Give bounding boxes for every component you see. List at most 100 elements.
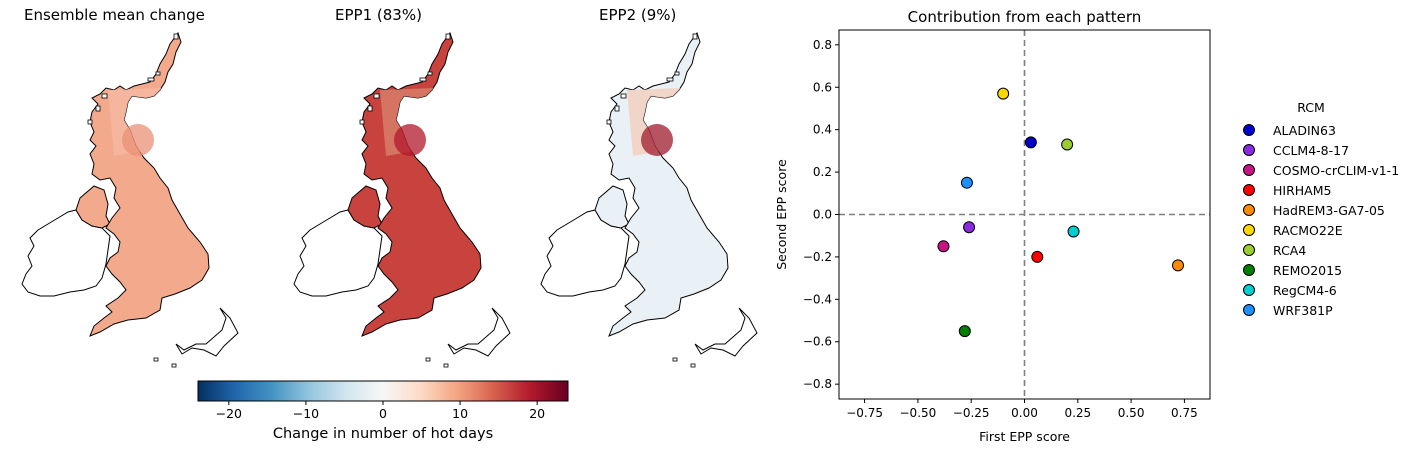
island-1-1 xyxy=(367,105,373,112)
legend-label: ALADIN63 xyxy=(1273,122,1336,138)
island-1-0 xyxy=(373,93,380,99)
legend-marker xyxy=(1243,284,1255,296)
point-aladin63 xyxy=(1024,136,1037,149)
legend-label: HIRHAM5 xyxy=(1273,182,1332,198)
y-tick-label: 0.6 xyxy=(813,80,832,94)
island-2-1 xyxy=(614,105,620,112)
legend-title: RCM xyxy=(1297,100,1325,115)
map-title-epp2: EPP2 (9%) xyxy=(599,6,677,24)
colorbar-tick-label: −20 xyxy=(216,406,242,421)
legend-marker xyxy=(1243,204,1255,216)
island-2-4 xyxy=(674,71,680,76)
x-tick-label: −0.25 xyxy=(953,406,990,420)
island-2-5 xyxy=(692,33,698,40)
island-0-7 xyxy=(171,363,177,368)
island-0-4 xyxy=(155,71,161,76)
point-hirham5 xyxy=(1031,250,1044,263)
point-regcm4-6 xyxy=(1067,225,1080,238)
legend-marker xyxy=(1243,304,1255,316)
legend-item: WRF381P xyxy=(1236,300,1399,320)
legend-label: RCA4 xyxy=(1273,242,1307,258)
legend-label: HadREM3-GA7-05 xyxy=(1273,202,1385,218)
island-2-6 xyxy=(672,357,678,362)
colorbar: −20 −10 0 10 20 xyxy=(197,380,569,421)
island-1-7 xyxy=(443,363,449,368)
legend-item: REMO2015 xyxy=(1236,260,1399,280)
highlands-hotspot-2 xyxy=(641,124,673,156)
legend-marker xyxy=(1243,264,1255,276)
france-coastline-2 xyxy=(694,307,758,357)
legend-item: RegCM4-6 xyxy=(1236,280,1399,300)
island-0-1 xyxy=(95,105,101,112)
ireland-coastline-1 xyxy=(293,209,383,297)
highlands-hotspot-0 xyxy=(122,124,154,156)
ireland-coastline-0 xyxy=(21,209,111,297)
highlands-hotspot-1 xyxy=(394,124,426,156)
point-cclm4-8-17 xyxy=(963,221,976,234)
island-2-0 xyxy=(620,93,627,99)
colorbar-gradient xyxy=(197,380,569,402)
y-tick-label: −0.6 xyxy=(803,335,832,349)
legend-marker xyxy=(1243,244,1255,256)
y-tick-label: 0.0 xyxy=(813,208,832,222)
y-axis-label: Second EPP score xyxy=(774,159,789,270)
map-epp2 xyxy=(540,31,758,368)
legend-label: REMO2015 xyxy=(1273,262,1343,278)
colorbar-tick-label: 10 xyxy=(452,406,468,421)
island-1-6 xyxy=(425,357,431,362)
map-epp1 xyxy=(293,31,511,368)
x-tick-label: −0.50 xyxy=(900,406,937,420)
northern-ireland-heat-field-2 xyxy=(594,185,630,229)
island-0-0 xyxy=(101,93,108,99)
legend-label: RACMO22E xyxy=(1273,222,1343,238)
colorbar-tick-label: 20 xyxy=(529,406,545,421)
y-tick-label: 0.4 xyxy=(813,123,832,137)
island-1-5 xyxy=(445,33,451,40)
legend-marker xyxy=(1243,124,1255,136)
legend-item: ALADIN63 xyxy=(1236,120,1399,140)
northern-ireland-heat-field-0 xyxy=(75,185,111,229)
scatter-chart: Contribution from each pattern −0.75 −0.50… xyxy=(774,8,1211,444)
legend-item: COSMO-crCLIM-v1-1 xyxy=(1236,160,1399,180)
legend-items: ALADIN63 CCLM4-8-17 COSMO-crCLIM-v1-1 HIRHA… xyxy=(1236,120,1399,320)
y-tick-label: −0.4 xyxy=(803,292,832,306)
island-0-6 xyxy=(153,357,159,362)
map-title-epp1: EPP1 (83%) xyxy=(335,6,422,24)
ireland-coastline-2 xyxy=(540,209,630,297)
island-0-5 xyxy=(173,33,179,40)
legend-label: COSMO-crCLIM-v1-1 xyxy=(1273,162,1400,178)
legend-item: RCA4 xyxy=(1236,240,1399,260)
legend-marker xyxy=(1243,144,1255,156)
legend-marker xyxy=(1243,224,1255,236)
map-ensemble-mean xyxy=(21,31,239,368)
legend: RCM ALADIN63 CCLM4-8-17 COSMO-crCLIM-v1-1 H… xyxy=(1236,100,1399,320)
x-axis-label: First EPP score xyxy=(979,429,1070,444)
legend-marker xyxy=(1243,184,1255,196)
island-2-3 xyxy=(666,77,674,82)
map-title-ensemble-mean: Ensemble mean change xyxy=(24,6,205,24)
x-tick-label: 0.50 xyxy=(1118,406,1145,420)
island-1-3 xyxy=(419,77,427,82)
legend-item: HIRHAM5 xyxy=(1236,180,1399,200)
island-2-2 xyxy=(606,119,612,125)
point-rca4 xyxy=(1061,138,1074,151)
northern-ireland-heat-field-1 xyxy=(347,185,383,229)
legend-item: CCLM4-8-17 xyxy=(1236,140,1399,160)
legend-item: RACMO22E xyxy=(1236,220,1399,240)
x-tick-label: 0.75 xyxy=(1171,406,1198,420)
legend-marker xyxy=(1243,164,1255,176)
colorbar-tick-label: 0 xyxy=(379,406,387,421)
island-1-4 xyxy=(427,71,433,76)
colorbar-label: Change in number of hot days xyxy=(272,426,494,442)
legend-label: WRF381P xyxy=(1273,302,1333,318)
point-racmo22e xyxy=(997,87,1010,100)
y-tick-label: 0.2 xyxy=(813,165,832,179)
island-0-2 xyxy=(87,119,93,125)
point-wrf381p xyxy=(960,176,973,189)
legend-label: CCLM4-8-17 xyxy=(1273,142,1350,158)
island-1-2 xyxy=(359,119,365,125)
legend-label: RegCM4-6 xyxy=(1273,282,1337,298)
point-cosmo-crclim-v1-1 xyxy=(937,240,950,253)
x-tick-label: 0.25 xyxy=(1064,406,1091,420)
colorbar-tick-label: −10 xyxy=(293,406,319,421)
